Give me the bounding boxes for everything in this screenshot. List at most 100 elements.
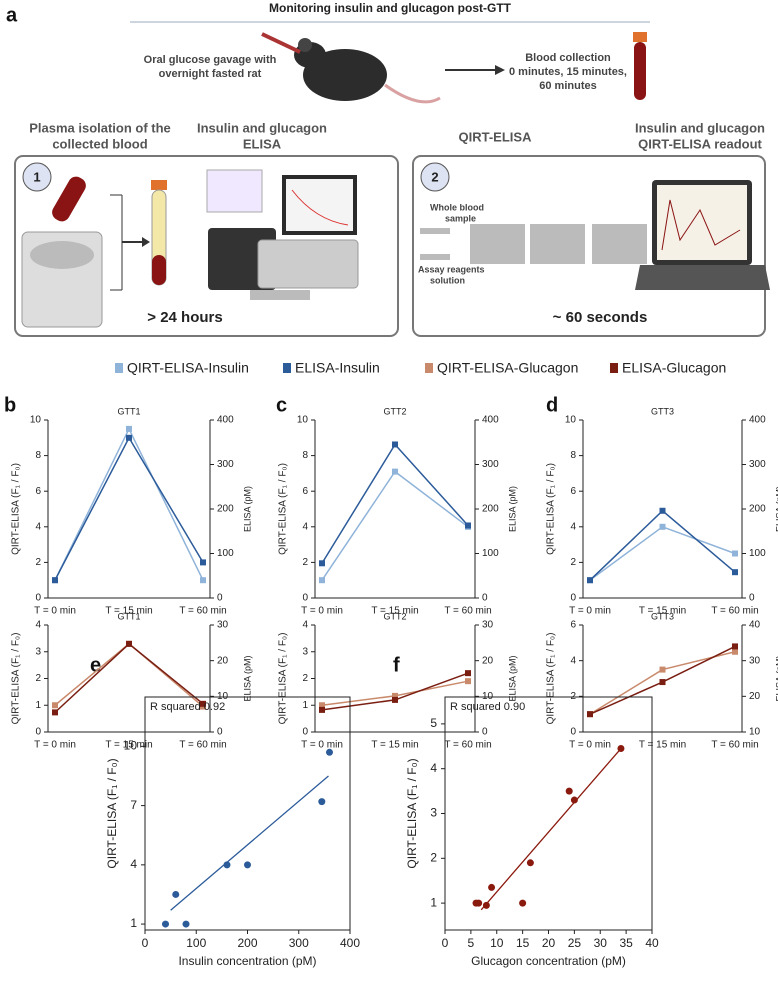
y2-tick-label: 400 <box>749 415 766 426</box>
duration: > 24 hours <box>147 309 222 326</box>
y-tick-label: 10 <box>565 415 577 426</box>
marker <box>465 522 471 529</box>
equipment-icons <box>21 169 770 328</box>
y2-axis-label: ELISA (pM) <box>507 655 517 701</box>
y2-tick-label: 0 <box>217 727 223 738</box>
y-tick-label: 5 <box>430 716 437 730</box>
marker <box>732 569 738 576</box>
panel-letter: a <box>6 4 18 26</box>
panel-letter: c <box>276 394 287 416</box>
point <box>519 899 527 907</box>
y-tick-label: 6 <box>570 620 576 631</box>
series-line <box>321 443 469 564</box>
panel-letter: d <box>546 394 558 416</box>
label: Whole blood <box>430 202 484 212</box>
annotation: R squared 0.90 <box>450 701 525 713</box>
point <box>244 861 251 869</box>
x-tick-label: T = 0 min <box>569 740 611 751</box>
header: Plasma isolation of the <box>29 120 171 135</box>
marker <box>126 434 132 441</box>
y2-axis-label: ELISA (pM) <box>774 655 778 701</box>
x-tick-label: 5 <box>468 936 475 950</box>
x-tick-label: T = 0 min <box>301 606 343 617</box>
y2-tick-label: 10 <box>749 727 761 738</box>
point <box>223 861 231 869</box>
y-axis-label: QIRT-ELISA (F₁ / F₀) <box>405 758 419 868</box>
x-tick-label: 30 <box>594 936 608 950</box>
y-tick-label: 8 <box>302 450 308 461</box>
y-tick-label: 4 <box>570 521 576 532</box>
y-tick-label: 4 <box>430 761 437 775</box>
header: Insulin and glucagon <box>635 120 765 135</box>
y2-axis-label: ELISA (pM) <box>774 486 778 532</box>
x-tick-label: 20 <box>542 936 556 950</box>
marker <box>319 577 325 584</box>
y-tick-label: 2 <box>302 557 308 568</box>
x-tick-label: 200 <box>237 936 257 950</box>
x-tick-label: 10 <box>490 936 504 950</box>
y-tick-label: 10 <box>124 739 138 753</box>
header: collected blood <box>52 136 147 151</box>
y-tick-label: 2 <box>35 557 41 568</box>
step-number: 1 <box>33 169 40 184</box>
label: 0 minutes, 15 minutes, <box>509 66 627 78</box>
x-tick-label: T = 0 min <box>34 606 76 617</box>
label: Assay reagents <box>418 264 485 274</box>
y2-tick-label: 100 <box>482 548 499 559</box>
panel-letter: f <box>393 654 400 676</box>
label: 60 minutes <box>539 80 596 92</box>
point <box>162 920 169 928</box>
marker <box>732 648 738 655</box>
marker <box>732 550 738 557</box>
y-tick-label: 4 <box>302 620 308 631</box>
x-tick-label: T = 60 min <box>179 740 226 751</box>
y-tick-label: 10 <box>297 415 309 426</box>
y-tick-label: 0 <box>302 593 308 604</box>
header: ELISA <box>243 136 282 151</box>
y-tick-label: 0 <box>35 727 41 738</box>
marker <box>465 678 471 685</box>
marker <box>52 709 58 716</box>
x-tick-label: 400 <box>340 936 360 950</box>
marker <box>200 700 206 707</box>
y2-tick-label: 10 <box>217 691 229 702</box>
x-tick-label: 300 <box>289 936 309 950</box>
y2-axis-label: ELISA (pM) <box>242 486 252 532</box>
marker <box>319 560 325 567</box>
marker <box>126 640 132 647</box>
step-number: 2 <box>431 169 438 184</box>
marker <box>587 577 593 584</box>
panel-letter: e <box>90 654 101 676</box>
marker <box>200 577 206 584</box>
y2-tick-label: 0 <box>482 593 488 604</box>
y2-tick-label: 300 <box>749 459 766 470</box>
legend-swatch <box>425 363 433 373</box>
marker <box>732 643 738 650</box>
legend-swatch <box>283 363 291 373</box>
blood-tube <box>633 32 647 100</box>
x-tick-label: T = 15 min <box>639 740 686 751</box>
x-tick-label: T = 60 min <box>444 740 491 751</box>
y-tick-label: 4 <box>302 521 308 532</box>
y-axis-label: QIRT-ELISA (F₁ / F₀) <box>11 463 22 555</box>
x-tick-label: T = 0 min <box>301 740 343 751</box>
y-tick-label: 6 <box>570 486 576 497</box>
y2-tick-label: 30 <box>217 620 229 631</box>
y2-tick-label: 20 <box>482 655 494 666</box>
point <box>488 883 496 891</box>
y-tick-label: 6 <box>302 486 308 497</box>
x-tick-label: 25 <box>568 936 582 950</box>
series-line <box>54 427 204 581</box>
y-tick-label: 4 <box>35 521 41 532</box>
y-tick-label: 0 <box>570 593 576 604</box>
y-tick-label: 2 <box>35 673 41 684</box>
label: sample <box>445 213 476 223</box>
chart-title: GTT1 <box>117 406 140 416</box>
series-line <box>321 470 469 581</box>
y-tick-label: 0 <box>570 727 576 738</box>
x-tick-label: T = 60 min <box>444 606 491 617</box>
step-badge <box>420 162 450 192</box>
y2-tick-label: 0 <box>749 593 755 604</box>
y-axis-label: QIRT-ELISA (F₁ / F₀) <box>546 633 557 725</box>
marker <box>392 441 398 448</box>
